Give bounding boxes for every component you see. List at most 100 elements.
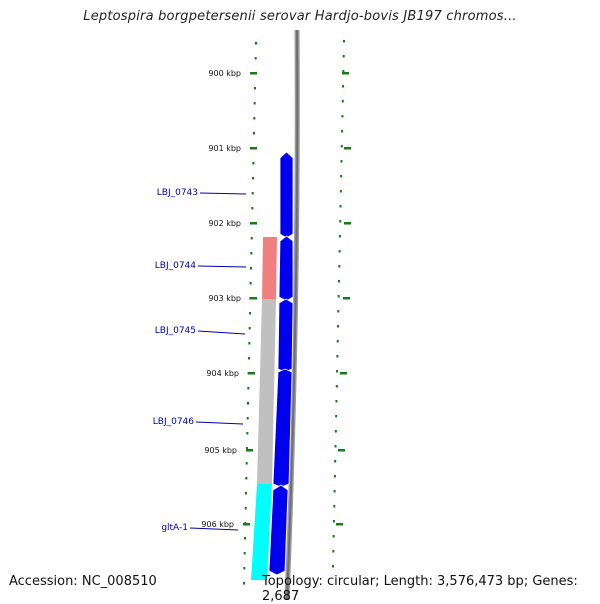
left-ruler-dot xyxy=(253,102,256,105)
left-ruler-dot xyxy=(254,57,257,60)
left-ruler-dot xyxy=(245,462,248,465)
gene-label[interactable]: LBJ_0743 xyxy=(157,188,198,198)
right-ruler-dot xyxy=(334,445,337,448)
left-ruler-dot xyxy=(243,552,246,555)
gene-leader-line xyxy=(197,330,246,335)
tick-label: 902 kbp xyxy=(208,219,241,228)
right-ruler-dot xyxy=(340,175,343,178)
tick-label: 904 kbp xyxy=(206,369,239,378)
right-ruler-dot xyxy=(332,535,335,538)
right-ruler-dot xyxy=(337,310,340,313)
gene-label[interactable]: LBJ_0746 xyxy=(153,417,195,427)
right-ruler-dot xyxy=(335,415,338,418)
tick-mark-left xyxy=(250,222,257,225)
left-ruler-dot xyxy=(244,507,247,510)
red-feature[interactable] xyxy=(262,237,277,299)
topology-value: circular; xyxy=(326,574,380,589)
right-ruler-dot xyxy=(343,40,345,43)
gene-label[interactable]: LBJ_0744 xyxy=(155,261,197,271)
right-ruler-dot xyxy=(337,325,340,328)
right-ruler-dot xyxy=(339,205,342,208)
left-ruler-dot xyxy=(253,132,255,135)
tick-mark-right xyxy=(338,449,345,452)
tick-mark-right xyxy=(336,523,343,526)
gene-arrow[interactable] xyxy=(279,151,294,239)
length-value: 3,576,473 bp; xyxy=(437,574,529,589)
right-ruler-dot xyxy=(342,70,345,73)
right-ruler-dot xyxy=(332,565,335,568)
tick-label: 906 kbp xyxy=(201,520,234,529)
left-ruler-dot xyxy=(243,567,246,570)
accession-value: NC_008510 xyxy=(81,574,157,589)
gene-label[interactable]: gltA-1 xyxy=(161,523,188,533)
left-ruler-dot xyxy=(245,492,247,495)
right-ruler-dot xyxy=(337,295,340,298)
left-ruler-dot xyxy=(249,312,251,315)
gene-leader-line xyxy=(199,192,247,195)
gene-leader-line xyxy=(189,527,239,531)
gene-arrow[interactable] xyxy=(272,368,293,488)
backbone-arc xyxy=(284,29,300,600)
right-ruler-dot xyxy=(333,475,336,478)
left-ruler-dot xyxy=(253,117,256,120)
right-ruler-dot xyxy=(332,550,335,553)
right-ruler-dot xyxy=(333,490,336,493)
tick-label: 905 kbp xyxy=(204,446,237,455)
gene-arrow[interactable] xyxy=(268,484,289,576)
gene-label-group[interactable]: LBJ_0743 LBJ_0744 LBJ_0745 LBJ_0746 gltA-1 xyxy=(153,188,247,533)
right-ruler-dot xyxy=(339,220,342,223)
left-ruler-dot xyxy=(248,342,251,345)
right-ruler-dot xyxy=(337,280,340,283)
left-ruler-dot xyxy=(250,267,252,270)
left-ruler-dot xyxy=(246,447,248,450)
right-ruler-dot xyxy=(336,370,339,373)
tick-label: 900 kbp xyxy=(208,69,241,78)
tick-mark-left xyxy=(248,372,255,375)
tick-mark-left xyxy=(243,523,250,526)
right-ruler-dot xyxy=(336,355,339,358)
left-ruler-dot xyxy=(250,237,253,240)
grey-feature[interactable] xyxy=(257,299,276,484)
right-ruler-dot xyxy=(341,130,344,133)
right-ruler-dot xyxy=(335,400,338,403)
feature-track[interactable] xyxy=(251,237,277,580)
gene-arrow[interactable] xyxy=(278,235,294,302)
right-ruler-dot xyxy=(341,115,344,118)
left-ruler-dot xyxy=(246,417,249,420)
right-ruler-dot xyxy=(334,460,337,463)
right-ruler-dot xyxy=(336,340,339,343)
left-ruler-dot xyxy=(249,282,252,285)
tick-mark-left xyxy=(250,297,257,300)
right-ruler-dot xyxy=(339,190,342,193)
tick-label: 903 kbp xyxy=(208,294,241,303)
left-ruler-dot xyxy=(252,162,255,165)
tick-mark-right xyxy=(343,297,350,300)
right-ruler-dot xyxy=(340,160,343,163)
right-ruler-dot xyxy=(338,265,341,268)
cyan-feature[interactable] xyxy=(251,484,272,580)
left-ruler-dot xyxy=(248,327,251,330)
gene-label[interactable]: LBJ_0745 xyxy=(155,326,196,336)
right-ruler-dot xyxy=(338,250,341,253)
gene-track[interactable] xyxy=(268,151,294,576)
tick-mark-left xyxy=(250,72,257,75)
map-title: Leptospira borgpetersenii serovar Hardjo… xyxy=(83,9,517,24)
right-ruler-dot xyxy=(334,430,337,433)
right-ruler-dot xyxy=(340,145,343,148)
left-ruler-dot xyxy=(243,582,245,585)
right-ruler-dot xyxy=(342,85,345,88)
left-ruler-dot xyxy=(255,42,257,45)
left-ruler-dot xyxy=(245,477,248,480)
left-ruler-dot xyxy=(246,432,249,435)
accession-info: Accession: NC_008510 xyxy=(9,574,157,589)
gene-arrow[interactable] xyxy=(277,298,294,373)
left-ruler-dot xyxy=(248,357,250,360)
right-ruler-dot xyxy=(333,505,336,508)
left-ruler-dot xyxy=(251,192,254,195)
tick-mark-right xyxy=(342,72,349,75)
left-ruler-dot xyxy=(244,537,246,540)
left-ruler-dot xyxy=(250,252,253,255)
right-ruler-dot xyxy=(332,520,335,523)
tick-mark-left xyxy=(246,449,253,452)
